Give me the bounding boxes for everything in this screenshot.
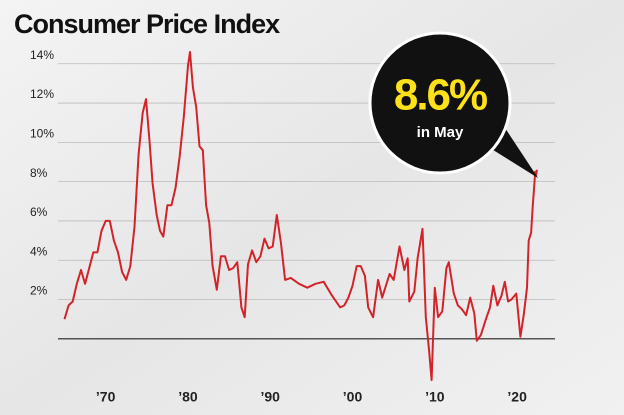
x-tick-label: ’10 bbox=[425, 389, 445, 405]
x-tick-label: ’80 bbox=[178, 389, 198, 405]
y-tick-label: 10% bbox=[30, 127, 54, 141]
x-tick-label: ’90 bbox=[261, 389, 281, 405]
x-tick-label: ’20 bbox=[507, 389, 527, 405]
chart-title: Consumer Price Index bbox=[14, 9, 280, 39]
callout: 8.6% in May bbox=[368, 31, 538, 178]
y-tick-label: 2% bbox=[30, 284, 48, 298]
y-tick-label: 8% bbox=[30, 166, 48, 180]
callout-note: in May bbox=[417, 124, 464, 141]
callout-bubble bbox=[368, 31, 512, 175]
callout-pointer bbox=[490, 128, 538, 178]
y-tick-label: 6% bbox=[30, 205, 48, 219]
x-tick-label: ’00 bbox=[343, 389, 363, 405]
plot-area: 2% 4% 6% 8% 10% 12% 14% ’70 ’80 ’90 ’00 ’10 ’20 bbox=[30, 48, 555, 405]
y-tick-label: 12% bbox=[30, 87, 54, 101]
y-tick-label: 4% bbox=[30, 244, 48, 258]
y-tick-label: 14% bbox=[30, 48, 54, 62]
x-tick-label: ’70 bbox=[96, 389, 116, 405]
callout-value: 8.6% bbox=[394, 71, 487, 120]
cpi-line bbox=[63, 51, 538, 382]
